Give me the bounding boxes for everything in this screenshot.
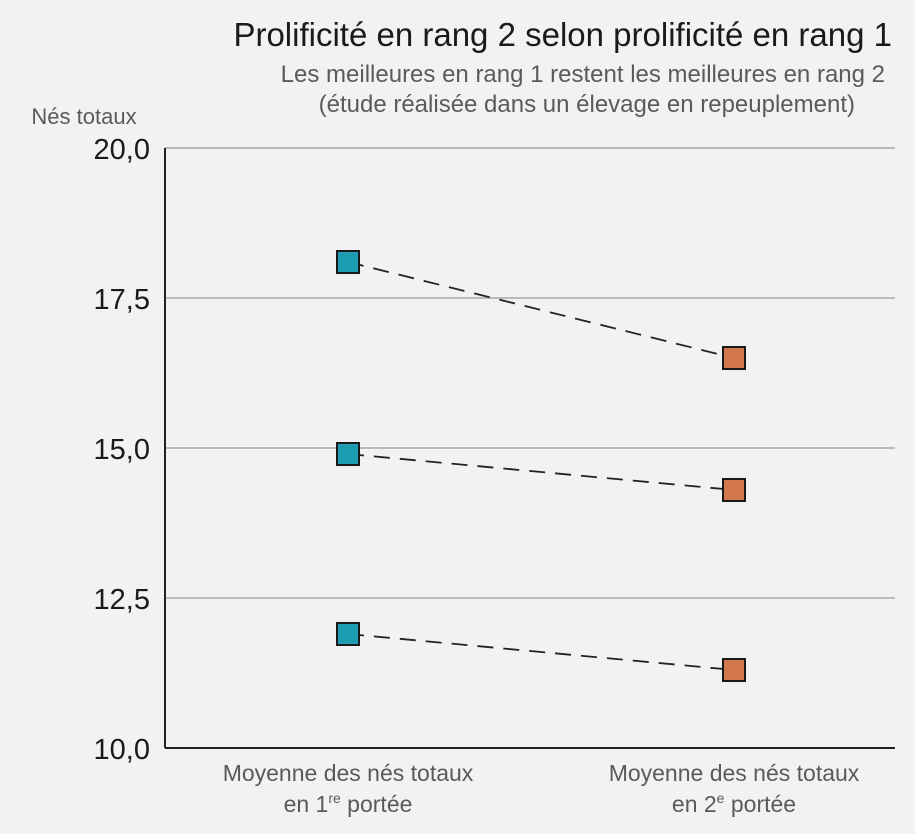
connector-line xyxy=(347,261,735,359)
marker-rang2 xyxy=(722,478,746,502)
grid-layer xyxy=(165,147,895,599)
y-tick-label: 10,0 xyxy=(94,734,150,766)
data-markers xyxy=(336,250,746,682)
marker-rang1 xyxy=(336,622,360,646)
x-category-label-line2: en 1re portée xyxy=(284,790,413,817)
connector-lines xyxy=(347,261,735,671)
chart-subtitle-line2: (étude réalisée dans un élevage en repeu… xyxy=(319,91,855,118)
y-axis-label: Nés totaux xyxy=(31,104,136,129)
x-category-label-line2: en 2e portée xyxy=(672,790,796,817)
y-tick-label: 17,5 xyxy=(94,284,150,316)
axis-layer xyxy=(164,148,895,749)
chart-title: Prolificité en rang 2 selon prolificité … xyxy=(233,16,892,53)
connector-line xyxy=(347,453,735,491)
y-tick-label: 20,0 xyxy=(94,134,150,166)
marker-rang2 xyxy=(722,658,746,682)
x-category-label-line1: Moyenne des nés totaux xyxy=(609,760,860,786)
connector-line xyxy=(347,633,735,671)
marker-rang2 xyxy=(722,346,746,370)
x-category-label-line1: Moyenne des nés totaux xyxy=(223,760,474,786)
y-tick-label: 12,5 xyxy=(94,584,150,616)
y-tick-labels: 10,0 12,5 15,0 17,5 20,0 xyxy=(94,134,150,766)
marker-rang1 xyxy=(336,250,360,274)
marker-rang1 xyxy=(336,442,360,466)
y-tick-label: 15,0 xyxy=(94,434,150,466)
x-category-labels: Moyenne des nés totaux en 1re portée Moyen… xyxy=(223,760,860,817)
chart-subtitle-line1: Les meilleures en rang 1 restent les mei… xyxy=(281,61,885,88)
